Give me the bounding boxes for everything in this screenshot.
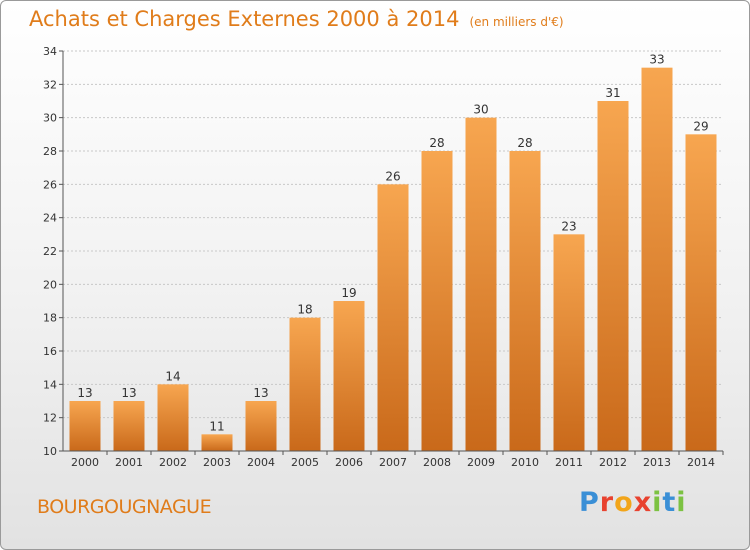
data-label: 30 [473, 103, 488, 117]
bar-2009 [465, 117, 497, 452]
x-tick-label: 2007 [379, 456, 407, 469]
data-label: 13 [121, 386, 136, 400]
x-tick-label: 2004 [247, 456, 275, 469]
logo-letter: o [614, 487, 634, 518]
x-tick-label: 2012 [599, 456, 627, 469]
logo-letter: r [599, 487, 615, 518]
axis-layer: 10 12 14 16 18 20 22 24 26 28 30 32 34 2000 2001 2002 20… [43, 45, 724, 469]
y-tick-label: 22 [43, 245, 57, 258]
data-label: 13 [253, 386, 268, 400]
bar-2002 [157, 384, 189, 451]
y-tick-label: 20 [43, 278, 57, 291]
data-label: 23 [561, 219, 576, 233]
y-tick-label: 16 [43, 345, 57, 358]
data-label: 28 [517, 136, 532, 150]
x-tick-label: 2009 [467, 456, 495, 469]
data-label: 18 [297, 303, 312, 317]
bar-2013 [641, 67, 673, 452]
y-tick-label: 28 [43, 145, 57, 158]
logo-letter: i [652, 487, 663, 518]
y-tick-label: 10 [43, 445, 57, 458]
data-label: 26 [385, 169, 400, 183]
y-tick-label: 34 [43, 45, 57, 58]
data-label: 19 [341, 286, 356, 300]
bar-2014 [685, 134, 717, 452]
y-tick-label: 18 [43, 312, 57, 325]
bar-2008 [421, 151, 453, 451]
y-tick-label: 30 [43, 112, 57, 125]
x-tick-label: 2003 [203, 456, 231, 469]
bar-2011 [553, 234, 585, 451]
chart-title-text: Achats et Charges Externes 2000 à 2014 [29, 7, 460, 31]
bar-2005 [289, 317, 321, 451]
data-label: 11 [209, 419, 224, 433]
bar-2010 [509, 151, 541, 451]
chart-subtitle: (en milliers d'€) [469, 15, 564, 29]
y-tick-label: 12 [43, 412, 57, 425]
x-tick-label: 2005 [291, 456, 319, 469]
logo-letter: t [662, 487, 677, 518]
data-label: 28 [429, 136, 444, 150]
data-label: 33 [649, 53, 664, 67]
x-tick-label: 2000 [71, 456, 99, 469]
y-tick-label: 14 [43, 378, 57, 391]
x-tick-label: 2010 [511, 456, 539, 469]
x-tick-label: 2011 [555, 456, 583, 469]
data-label: 13 [77, 386, 92, 400]
commune-name: BOURGOUGNAGUE [37, 496, 212, 518]
chart-title: Achats et Charges Externes 2000 à 2014 (e… [29, 7, 564, 31]
x-tick-label: 2006 [335, 456, 363, 469]
x-tick-label: 2014 [687, 456, 715, 469]
y-tick-label: 32 [43, 78, 57, 91]
proxiti-logo: Proxiti [579, 487, 687, 518]
logo-letter: P [579, 487, 600, 518]
bar-2006 [333, 301, 365, 451]
x-tick-label: 2002 [159, 456, 187, 469]
bar-2012 [597, 101, 629, 451]
bar-2000 [69, 401, 101, 451]
logo-letter: x [633, 487, 653, 518]
bars-layer: 13 13 14 11 13 18 19 26 28 30 28 23 31 33 29 [69, 53, 717, 452]
logo-letter: i [676, 487, 687, 518]
data-label: 29 [693, 119, 708, 133]
bar-2007 [377, 184, 409, 452]
x-tick-label: 2008 [423, 456, 451, 469]
x-tick-label: 2001 [115, 456, 143, 469]
bar-2004 [245, 401, 277, 451]
y-tick-label: 26 [43, 178, 57, 191]
bar-2003 [201, 434, 233, 451]
x-tick-label: 2013 [643, 456, 671, 469]
data-label: 31 [605, 86, 620, 100]
data-label: 14 [165, 369, 180, 383]
y-tick-label: 24 [43, 212, 57, 225]
bar-2001 [113, 401, 145, 451]
